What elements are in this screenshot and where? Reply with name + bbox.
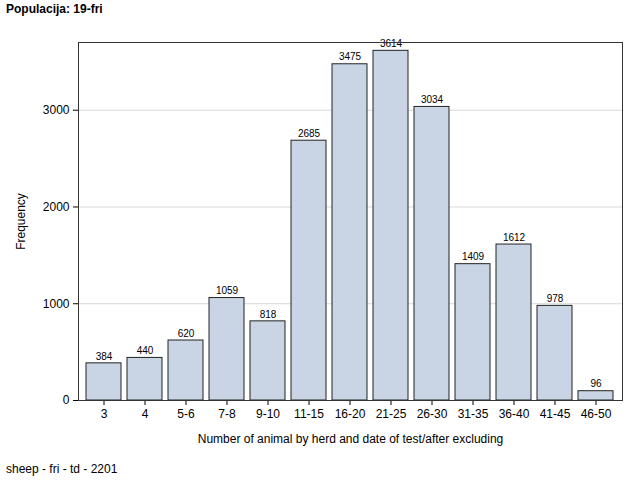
svg-text:96: 96 xyxy=(590,378,602,389)
svg-text:4: 4 xyxy=(142,407,149,421)
svg-text:3614: 3614 xyxy=(380,38,403,49)
svg-text:16-20: 16-20 xyxy=(335,407,366,421)
svg-text:3475: 3475 xyxy=(339,51,362,62)
svg-text:3: 3 xyxy=(101,407,108,421)
svg-text:818: 818 xyxy=(260,309,277,320)
svg-text:31-35: 31-35 xyxy=(458,407,489,421)
svg-text:978: 978 xyxy=(547,293,564,304)
svg-text:9-10: 9-10 xyxy=(256,407,280,421)
svg-text:26-30: 26-30 xyxy=(417,407,448,421)
svg-text:1612: 1612 xyxy=(503,232,526,243)
svg-text:620: 620 xyxy=(178,328,195,339)
svg-text:11-15: 11-15 xyxy=(294,407,324,421)
svg-text:1409: 1409 xyxy=(462,251,485,262)
svg-text:Frequency: Frequency xyxy=(14,193,28,250)
svg-text:Number of animal by herd and d: Number of animal by herd and date of tes… xyxy=(198,432,504,446)
svg-text:5-6: 5-6 xyxy=(177,407,195,421)
svg-text:7-8: 7-8 xyxy=(218,407,236,421)
html-text:Populacija: 19-fri: Populacija: 19-fri xyxy=(6,2,103,16)
svg-text:0: 0 xyxy=(63,393,70,407)
svg-text:36-40: 36-40 xyxy=(499,407,530,421)
svg-text:21-25: 21-25 xyxy=(376,407,407,421)
svg-text:2000: 2000 xyxy=(43,200,70,214)
svg-text:384: 384 xyxy=(96,351,113,362)
html-text:sheep - fri - td - 2201: sheep - fri - td - 2201 xyxy=(6,462,118,476)
svg-text:46-50: 46-50 xyxy=(581,407,612,421)
svg-text:3034: 3034 xyxy=(421,94,444,105)
svg-text:3000: 3000 xyxy=(43,103,70,117)
svg-text:1000: 1000 xyxy=(43,297,70,311)
svg-text:440: 440 xyxy=(137,345,154,356)
svg-text:2685: 2685 xyxy=(298,128,321,139)
svg-text:1059: 1059 xyxy=(216,285,239,296)
svg-text:41-45: 41-45 xyxy=(540,407,571,421)
